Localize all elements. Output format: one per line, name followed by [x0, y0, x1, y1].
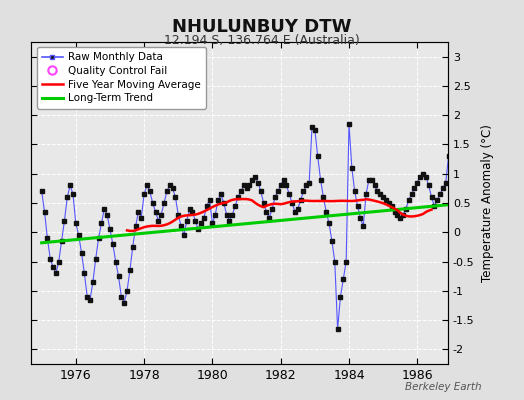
- Text: 12.194 S, 136.764 E (Australia): 12.194 S, 136.764 E (Australia): [164, 34, 360, 47]
- Y-axis label: Temperature Anomaly (°C): Temperature Anomaly (°C): [482, 124, 495, 282]
- Legend: Raw Monthly Data, Quality Control Fail, Five Year Moving Average, Long-Term Tren: Raw Monthly Data, Quality Control Fail, …: [37, 47, 206, 108]
- Text: NHULUNBUY DTW: NHULUNBUY DTW: [172, 18, 352, 36]
- Text: Berkeley Earth: Berkeley Earth: [406, 382, 482, 392]
